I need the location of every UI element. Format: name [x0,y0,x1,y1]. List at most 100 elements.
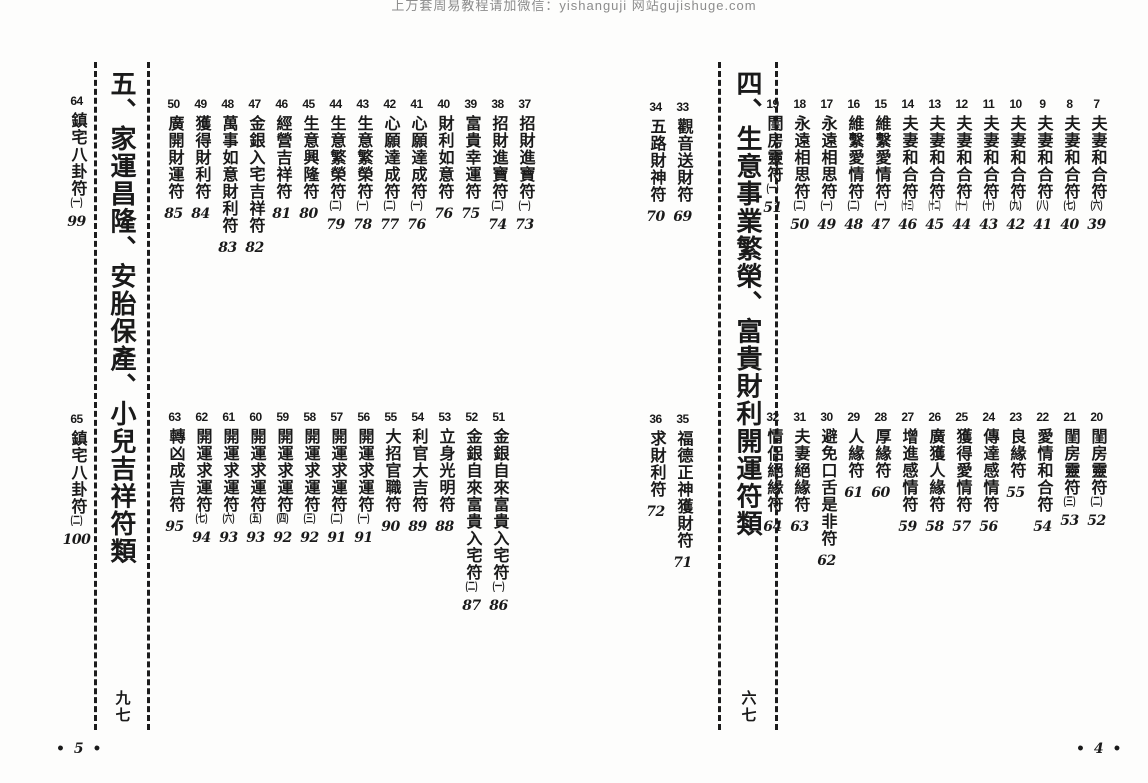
entry-name: 永遠相思符(一) [818,115,836,211]
entry-page-number: 92 [273,530,292,546]
entry-name: 金銀自來富貴入宅符(一) [490,428,508,592]
entry-page-number: 82 [245,240,264,256]
entry-number: 23 [1009,410,1022,424]
entry-number: 17 [820,97,833,111]
toc-entry: 49 獲得財利符 84 [187,98,214,255]
toc-entry: 21 閨房靈符(三) 53 [1056,411,1083,568]
entry-page-number: 63 [790,519,809,535]
entry-name: 開運求運符(五) [247,428,265,524]
toc-entry: 54 利官大吉符 89 [404,411,431,613]
entry-number: 25 [955,410,968,424]
entry-page-number: 92 [300,530,319,546]
entry-volume-marker: (二) [70,515,83,526]
entry-page-number: 49 [817,217,836,233]
toc-entry: 9 夫妻和合符(八) 41 [1029,98,1056,232]
entry-page-number: 48 [844,217,863,233]
entry-page-number: 91 [327,530,346,546]
entry-name: 傳達感情符 [980,428,998,513]
entry-page-number: 54 [1033,519,1052,535]
entry-number: 29 [847,410,860,424]
entry-number: 43 [356,97,369,111]
toc-entry: 36 求財利符 72 [642,413,669,570]
toc-entry: 63 轉凶成吉符 95 [161,411,188,613]
right-page-footer-number: • 4 • [1076,741,1124,757]
left-entries-row-bottom: 51 金銀自來富貴入宅符(一) 86 52 金銀自來富貴入宅符(二) 87 53 立身光明符 8… [158,411,512,613]
toc-entry: 23 良緣符 55 [1002,411,1029,568]
entry-number: 56 [357,410,370,424]
entry-page-number: 50 [790,217,809,233]
entry-number: 12 [955,97,968,111]
entry-number: 8 [1066,97,1073,111]
entry-page-number: 64 [763,519,782,535]
entry-name: 增進感情符 [899,428,917,513]
entry-page-number: 61 [844,485,863,501]
watermark-text: 上万套周易教程请加微信：yishanguji 网站gujishuge.com [391,0,757,13]
entry-page-number: 62 [817,553,836,569]
entry-volume-marker: (三) [1063,496,1076,507]
entry-name: 開運求運符(三) [301,428,319,524]
entry-volume-marker: (九) [1009,200,1022,211]
entry-name: 生意繁榮符(一) [354,115,372,211]
entry-page-number: 47 [871,217,890,233]
entry-number: 39 [464,97,477,111]
entry-number: 53 [438,410,451,424]
entry-number: 60 [249,410,262,424]
toc-entry: 31 夫妻絕緣符 63 [786,411,813,568]
entry-volume-marker: (二) [847,200,860,211]
toc-entry: 47 金銀入宅吉祥符 82 [241,98,268,255]
entry-page-number: 95 [165,519,184,535]
entry-name: 開運求運符(四) [274,428,292,524]
toc-entry: 17 永遠相思符(一) 49 [813,98,840,232]
entry-name: 萬事如意財利符 [219,115,237,234]
toc-entry: 19 閨房靈符(一) 51 [759,98,786,232]
entry-name: 夫妻和合符(九) [1007,115,1025,211]
entry-name: 永遠相思符(二) [791,115,809,211]
entry-name: 利官大吉符 [409,428,427,513]
entry-volume-marker: (一) [492,581,505,592]
entry-name: 人緣符 [845,428,863,479]
entry-page-number: 59 [898,519,917,535]
entry-number: 34 [649,100,662,114]
entry-name: 良緣符 [1007,428,1025,479]
entry-number: 10 [1009,97,1022,111]
right-side-entries-top: 33 觀音送財符 69 34 五路財神符 70 [640,101,696,224]
entry-name: 閨房靈符(三) [1061,428,1079,507]
entry-volume-marker: (一) [518,200,531,211]
right-section-title-column: 四、生意事業繁榮、富貴財利開運符類 六七 [718,62,778,730]
entry-name: 夫妻和合符(十) [980,115,998,211]
entry-volume-marker: (一) [820,200,833,211]
entry-name: 廣開財運符 [165,115,183,200]
entry-page-number: 46 [898,217,917,233]
toc-entry: 59 開運求運符(四) 92 [269,411,296,613]
entry-number: 61 [222,410,235,424]
entry-volume-marker: (十) [982,200,995,211]
entry-name: 夫妻和合符(十二) [926,115,944,211]
toc-entry: 14 夫妻和合符(十三) 46 [894,98,921,232]
entry-page-number: 85 [164,206,183,222]
entry-page-number: 76 [434,206,453,222]
entry-page-number: 41 [1033,217,1052,233]
left-section-page-label: 九七 [113,690,131,724]
entry-volume-marker: (一) [357,513,370,524]
toc-entry: 57 開運求運符(二) 91 [323,411,350,613]
entry-volume-marker: (二) [491,200,504,211]
entry-name: 財利如意符 [435,115,453,200]
entry-volume-marker: (二) [793,200,806,211]
entry-name: 開運求運符(七) [193,428,211,524]
entry-number: 22 [1036,410,1049,424]
entry-page-number: 99 [67,214,86,230]
toc-entry: 37 招財進寶符(一) 73 [511,98,538,255]
entry-number: 13 [928,97,941,111]
entry-page-number: 94 [192,530,211,546]
toc-entry: 45 生意興隆符 80 [295,98,322,255]
toc-entry: 41 心願達成符(一) 76 [403,98,430,255]
entry-name: 閨房靈符(二) [1088,428,1106,507]
entry-page-number: 58 [925,519,944,535]
entry-page-number: 71 [673,555,692,571]
toc-entry: 20 閨房靈符(二) 52 [1083,411,1110,568]
entry-number: 36 [649,412,662,426]
entry-name: 開運求運符(一) [355,428,373,524]
toc-entry: 38 招財進寶符(二) 74 [484,98,511,255]
right-entries-row-bottom: 20 閨房靈符(二) 52 21 閨房靈符(三) 53 22 愛情和合符 54 23 良緣符 55 24… [760,411,1110,568]
